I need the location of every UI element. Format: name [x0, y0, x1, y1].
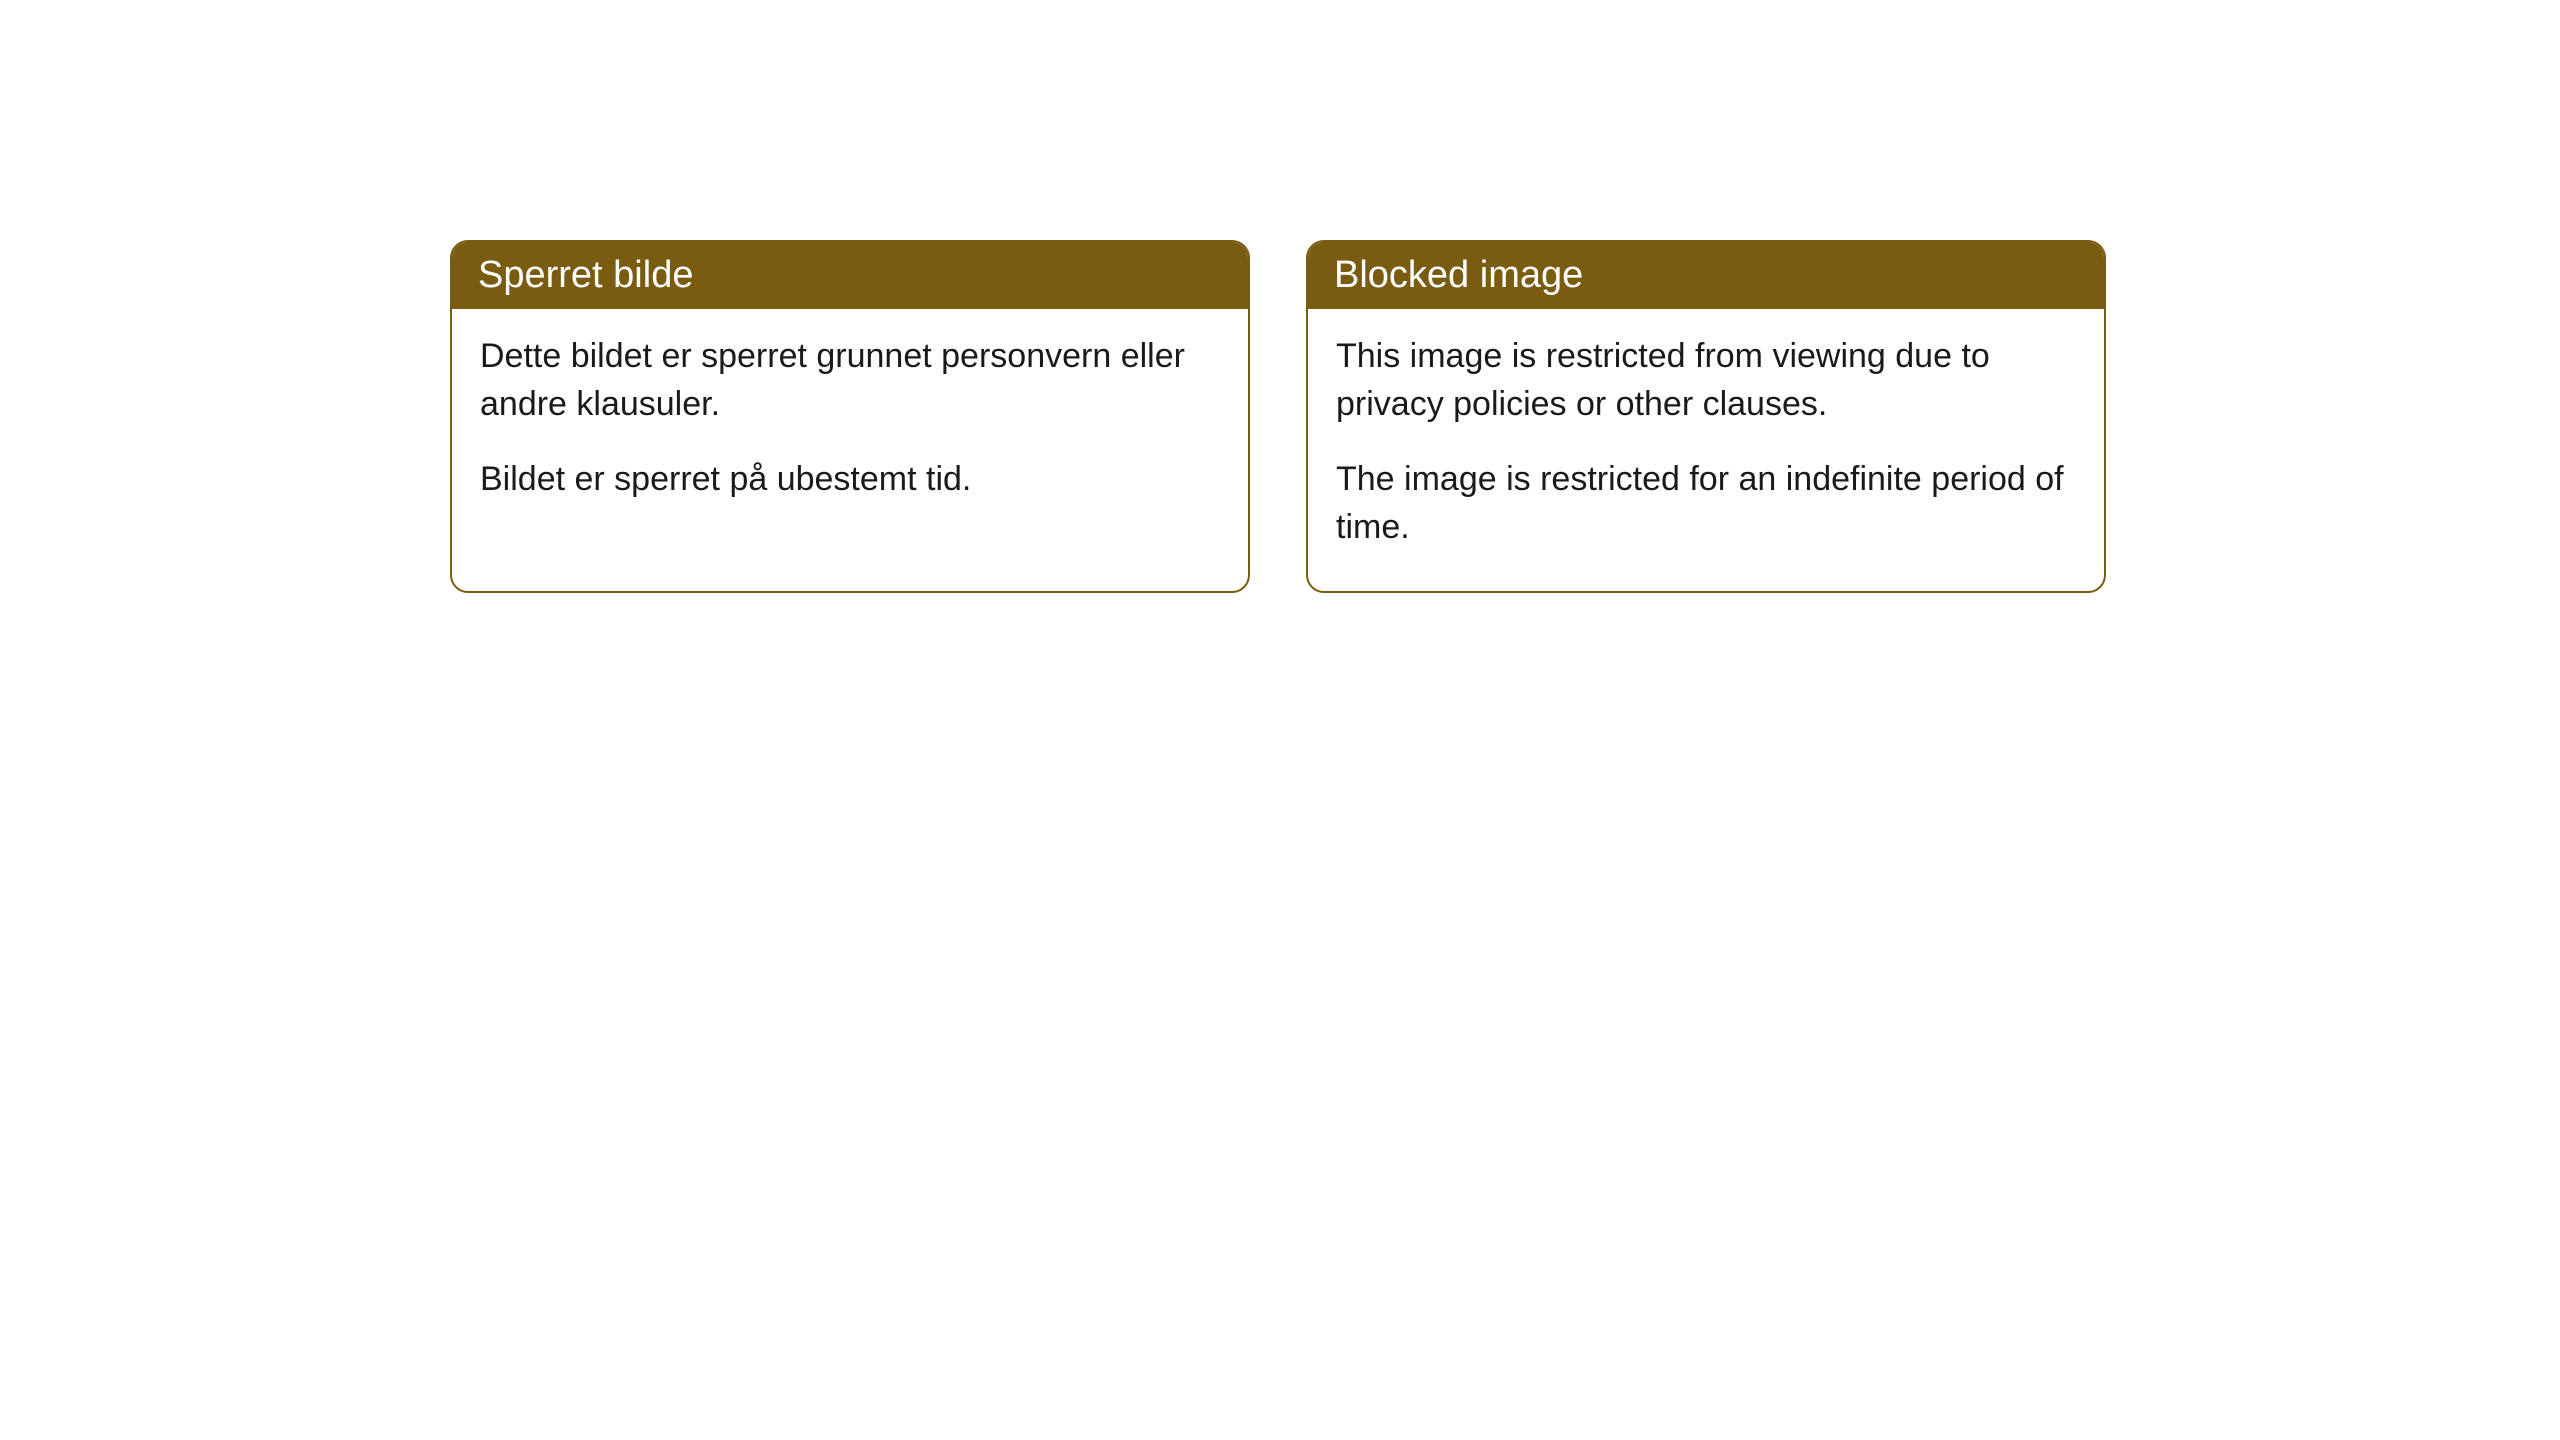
card-paragraph: Bildet er sperret på ubestemt tid.	[480, 456, 1220, 504]
card-title: Sperret bilde	[478, 254, 693, 296]
card-header: Sperret bilde	[452, 242, 1248, 309]
card-paragraph: Dette bildet er sperret grunnet personve…	[480, 333, 1220, 428]
card-body: Dette bildet er sperret grunnet personve…	[452, 309, 1248, 544]
card-paragraph: This image is restricted from viewing du…	[1336, 333, 2076, 428]
card-body: This image is restricted from viewing du…	[1308, 309, 2104, 591]
card-title: Blocked image	[1334, 254, 1583, 296]
notice-cards-container: Sperret bilde Dette bildet er sperret gr…	[450, 240, 2110, 593]
notice-card-english: Blocked image This image is restricted f…	[1306, 240, 2106, 593]
card-paragraph: The image is restricted for an indefinit…	[1336, 456, 2076, 551]
notice-card-norwegian: Sperret bilde Dette bildet er sperret gr…	[450, 240, 1250, 593]
card-header: Blocked image	[1308, 242, 2104, 309]
